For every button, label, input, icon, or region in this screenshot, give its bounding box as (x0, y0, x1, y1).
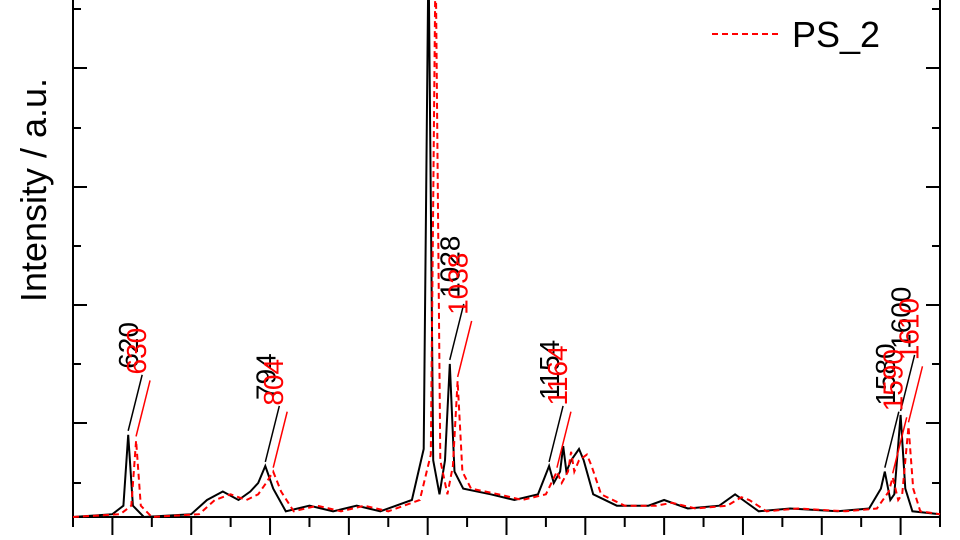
peak-leader-line (907, 366, 924, 423)
peak-label: 1154 (534, 340, 565, 400)
y-axis-label: Intensity / a.u. (13, 78, 54, 302)
peak-label: 804 (258, 359, 289, 406)
series-line-2 (72, 0, 941, 519)
peak-label: 1028 (435, 236, 466, 298)
peak-label: 1600 (886, 287, 917, 349)
peak-label: 630 (121, 328, 152, 375)
axes (72, 0, 941, 535)
legend: PS_2 (712, 14, 880, 55)
peak-leader-line (891, 417, 908, 474)
peak-leader-line (264, 405, 281, 463)
peak-leader-line (556, 411, 572, 468)
peak-leader-line (127, 374, 143, 431)
peak-leader-line (884, 411, 900, 468)
peak-leader-line (135, 380, 151, 437)
peak-label: 794 (250, 353, 281, 400)
peak-leader-line (456, 320, 473, 378)
peak-label: 1610 (893, 298, 924, 360)
series-line-1 (72, 0, 941, 519)
series-lines (72, 0, 941, 519)
peak-label: 1038 (443, 253, 474, 315)
peak-label: 1164 (542, 345, 573, 405)
peak-label: 1590 (878, 349, 909, 411)
peak-leader-line (449, 303, 465, 361)
peak-label: 1580 (870, 343, 901, 405)
peak-leader-lines (127, 303, 924, 474)
legend-label-ps2: PS_2 (792, 14, 880, 55)
peak-label: 620 (113, 322, 144, 369)
peak-leader-line (548, 405, 564, 463)
peak-leader-line (272, 411, 288, 468)
peak-leader-line (899, 354, 916, 412)
